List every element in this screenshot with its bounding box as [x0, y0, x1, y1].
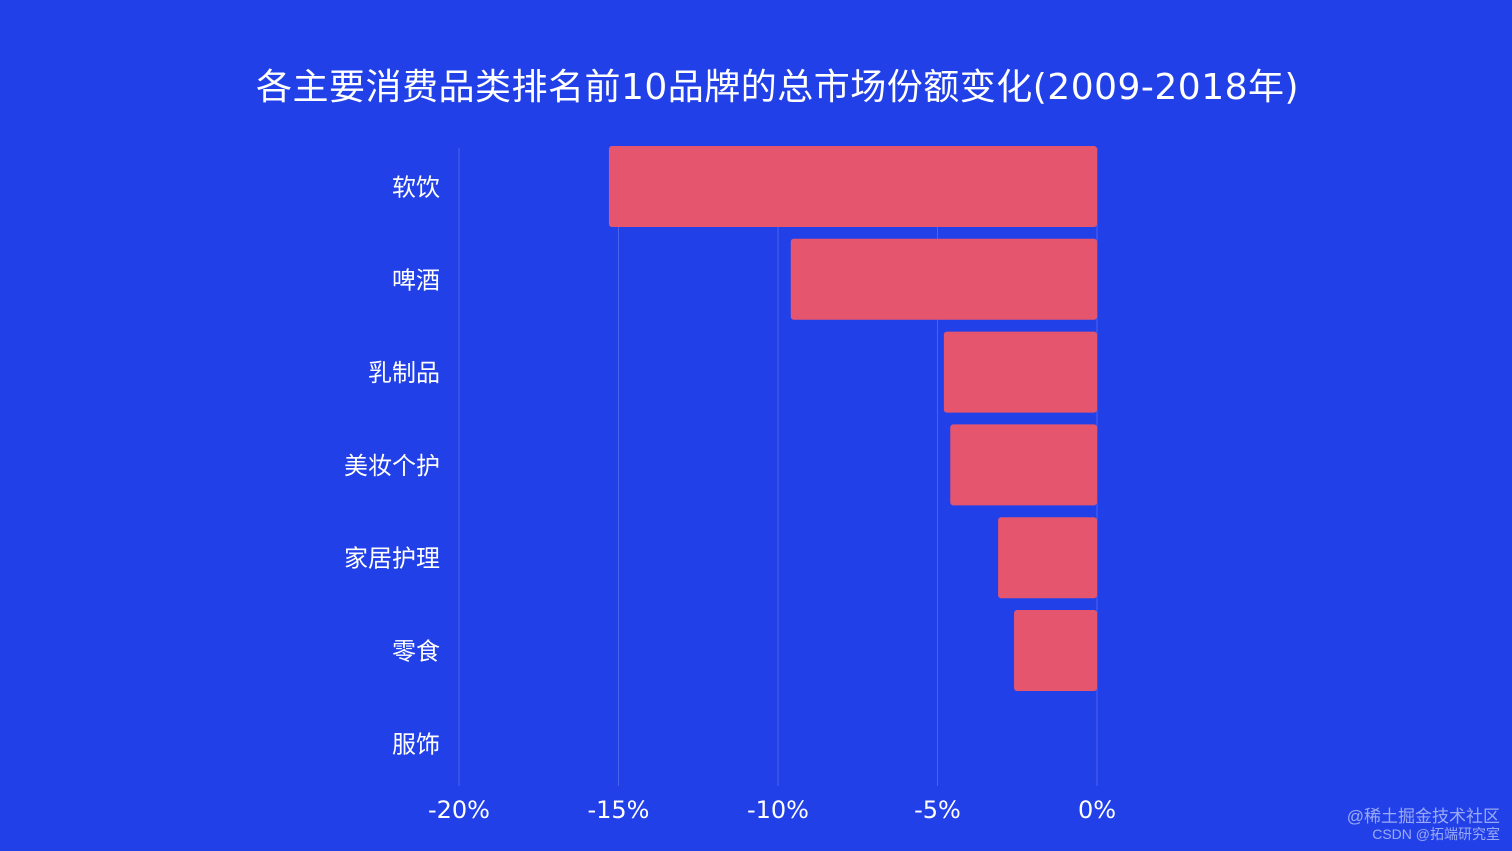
- x-tick-label: -15%: [587, 796, 649, 824]
- bar: [608, 146, 1097, 227]
- bar: [790, 238, 1097, 320]
- watermark-csdn: CSDN @拓端研究室: [1372, 826, 1500, 842]
- x-tick-label: -10%: [747, 796, 809, 824]
- bars: [608, 146, 1097, 691]
- category-label: 啤酒: [392, 266, 440, 294]
- bar: [998, 517, 1097, 599]
- category-label: 乳制品: [368, 359, 440, 387]
- bar: [1014, 610, 1097, 691]
- x-tick-label: -5%: [914, 796, 961, 824]
- x-tick-labels: -20% -15% -10% -5% 0%: [428, 796, 1116, 824]
- category-label: 软饮: [392, 174, 440, 202]
- category-label: 美妆个护: [344, 452, 440, 480]
- watermark-juejin: @稀土掘金技术社区: [1346, 807, 1500, 826]
- bar: [950, 424, 1097, 506]
- category-label: 家居护理: [344, 545, 440, 573]
- x-tick-label: -20%: [428, 796, 490, 824]
- x-tick-label: 0%: [1078, 796, 1116, 824]
- category-label: 零食: [392, 638, 440, 666]
- category-label: 服饰: [392, 730, 440, 758]
- chart-title: 各主要消费品类排名前10品牌的总市场份额变化(2009-2018年): [255, 67, 1300, 108]
- bar: [943, 331, 1097, 413]
